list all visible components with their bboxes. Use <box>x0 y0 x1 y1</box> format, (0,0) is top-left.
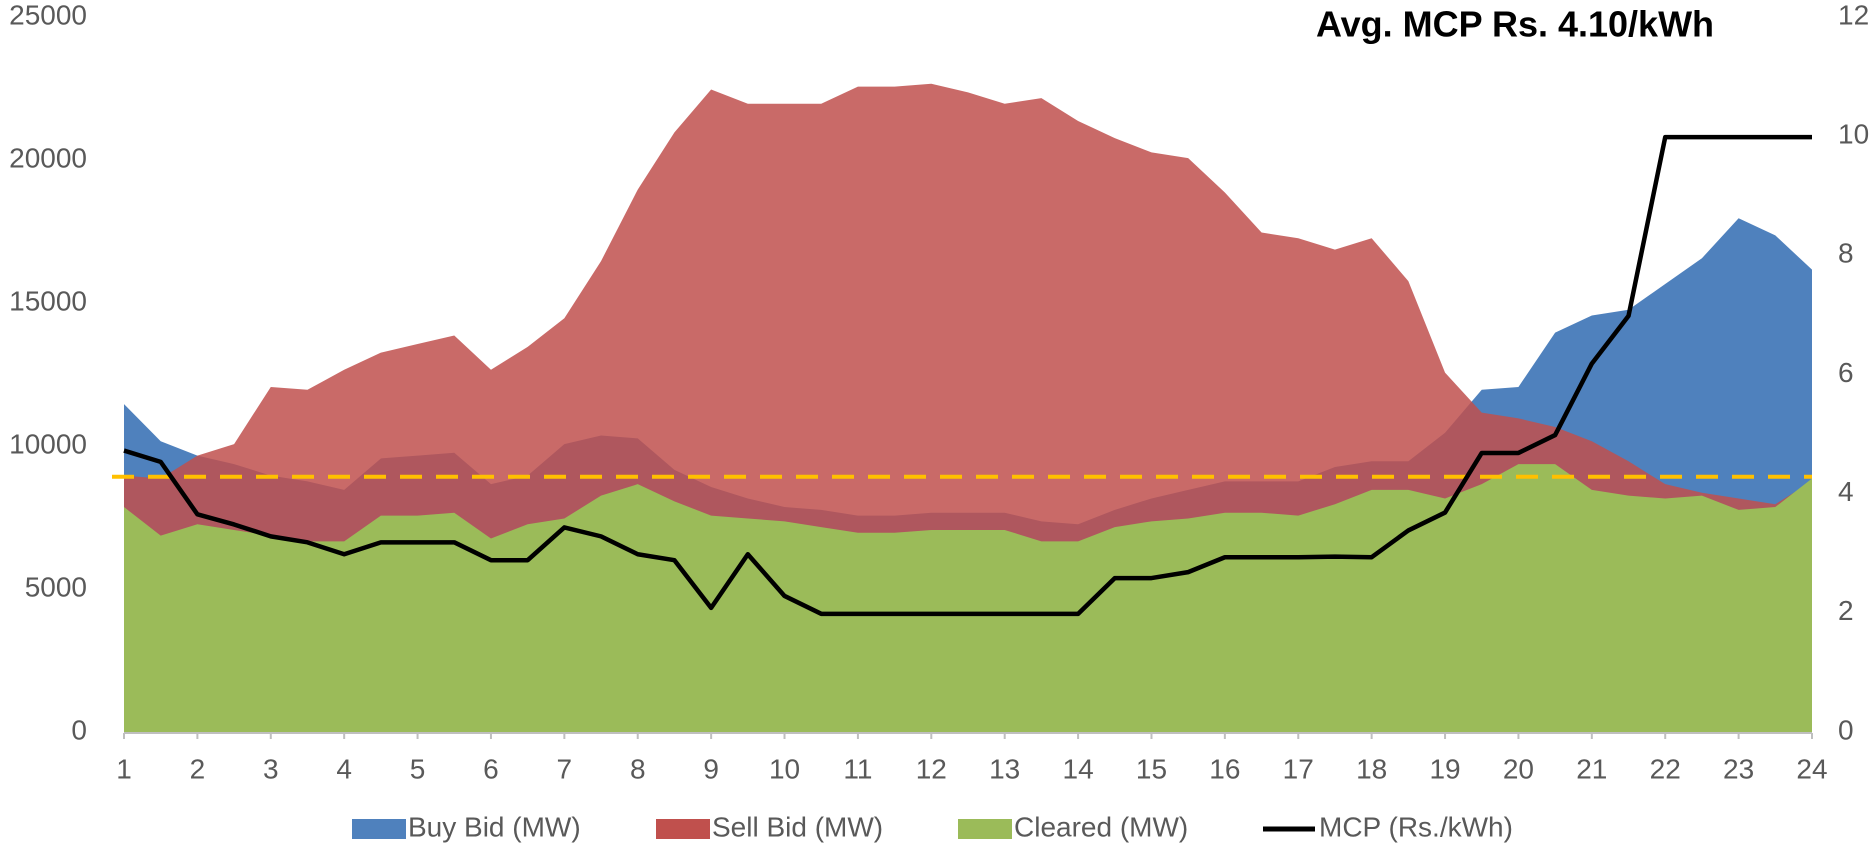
y-tick-label: 25000 <box>9 0 87 30</box>
x-tick-label: 4 <box>336 753 352 784</box>
y2-tick-label: 10 <box>1838 119 1869 150</box>
y2-tick-label: 12 <box>1838 0 1869 30</box>
x-tick-label: 8 <box>630 753 646 784</box>
x-tick-label: 9 <box>703 753 719 784</box>
x-tick-label: 14 <box>1063 753 1094 784</box>
x-tick-label: 18 <box>1356 753 1387 784</box>
y2-tick-label: 2 <box>1838 595 1854 626</box>
y2-tick-label: 8 <box>1838 238 1854 269</box>
line <box>123 134 1812 617</box>
legend-swatch <box>352 819 406 839</box>
x-tick-label: 20 <box>1503 753 1534 784</box>
x-tick-label: 19 <box>1429 753 1460 784</box>
x-tick-label: 24 <box>1796 753 1827 784</box>
x-tick-label: 22 <box>1650 753 1681 784</box>
area <box>124 464 1812 733</box>
x-tick-label: 16 <box>1209 753 1240 784</box>
x-tick-label: 1 <box>116 753 132 784</box>
y2-tick-label: 6 <box>1838 357 1854 388</box>
y-tick-label: 5000 <box>25 571 87 602</box>
x-tick-label: 2 <box>190 753 206 784</box>
x-tick-label: 7 <box>557 753 573 784</box>
x-tick-label: 23 <box>1723 753 1754 784</box>
legend-label: MCP (Rs./kWh) <box>1319 811 1513 842</box>
legend-label: Buy Bid (MW) <box>408 811 581 842</box>
legend-label: Sell Bid (MW) <box>712 811 883 842</box>
y-tick-label: 0 <box>71 714 87 745</box>
legend-label: Cleared (MW) <box>1014 811 1188 842</box>
y2-tick-label: 4 <box>1838 476 1854 507</box>
x-tick-label: 5 <box>410 753 426 784</box>
y2-tick-label: 0 <box>1838 714 1854 745</box>
y-tick-label: 20000 <box>9 142 87 173</box>
x-tick-label: 10 <box>769 753 800 784</box>
chart-annotation: Avg. MCP Rs. 4.10/kWh <box>1316 4 1714 45</box>
x-tick-label: 3 <box>263 753 279 784</box>
x-tick-label: 13 <box>989 753 1020 784</box>
y-tick-label: 10000 <box>9 428 87 459</box>
x-tick-label: 11 <box>843 753 872 784</box>
legend-swatch <box>656 819 710 839</box>
x-tick-label: 17 <box>1283 753 1314 784</box>
x-tick-label: 12 <box>916 753 947 784</box>
x-tick-label: 15 <box>1136 753 1167 784</box>
x-tick-label: 21 <box>1576 753 1607 784</box>
legend-swatch <box>958 819 1012 839</box>
x-tick-label: 6 <box>483 753 499 784</box>
y-tick-label: 15000 <box>9 285 87 316</box>
